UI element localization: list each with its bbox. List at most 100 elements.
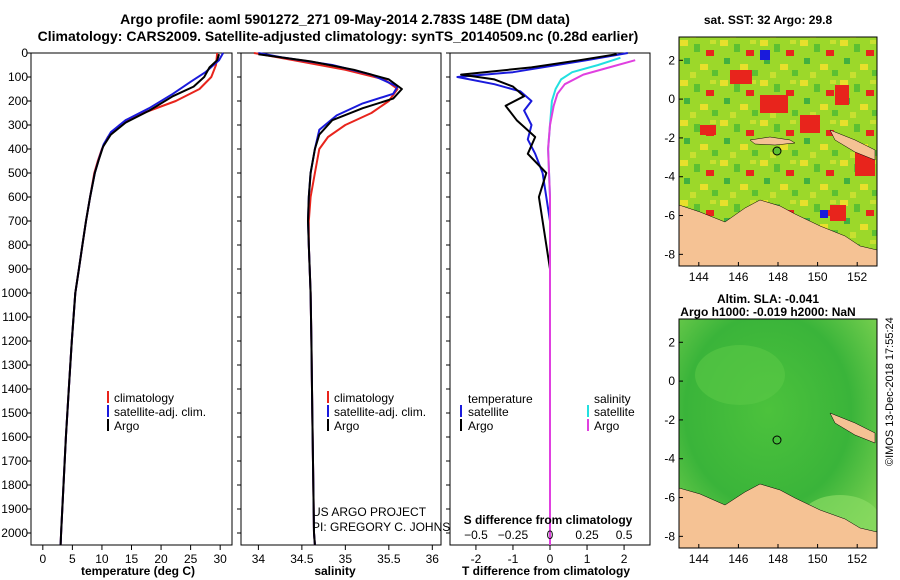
map-lat-tick-label: -4 — [664, 170, 675, 184]
x-tick-label: 35 — [339, 552, 353, 566]
s-diff-tick-label: 0.5 — [616, 528, 633, 542]
map-lat-tick-label: -8 — [664, 529, 675, 543]
map-lat-tick-label: -8 — [664, 247, 675, 261]
map-lon-tick-label: 152 — [847, 270, 867, 284]
x-tick-label: 34.5 — [290, 552, 314, 566]
sst-map-title: sat. SST: 32 Argo: 29.8 — [704, 13, 833, 27]
x-tick-label: 10 — [95, 552, 109, 566]
s-diff-tick-label: 0 — [547, 528, 554, 542]
depth-tick-label: 1600 — [1, 430, 28, 444]
map-lat-tick-label: -6 — [664, 491, 675, 505]
map-lat-tick-label: 0 — [668, 92, 675, 106]
legend-t-argo-label: Argo — [468, 419, 494, 433]
map-lon-tick-label: 144 — [689, 552, 709, 566]
temperature-series — [59, 52, 224, 546]
credit-project: US ARGO PROJECT — [312, 505, 427, 519]
x-tick-label: 35.5 — [377, 552, 401, 566]
x-tick-label: 0 — [39, 552, 46, 566]
series-line-t-argo — [460, 53, 617, 545]
legend-satellite-label: satellite-adj. clim. — [114, 405, 206, 419]
depth-tick-label: 2000 — [1, 526, 28, 540]
depth-tick-label: 200 — [8, 94, 28, 108]
credit-imos: ©IMOS 13-Dec-2018 17:55:24 — [884, 317, 896, 466]
map-lon-tick-label: 150 — [808, 552, 828, 566]
difference-series — [456, 52, 636, 545]
legend-argo-label: Argo — [114, 419, 140, 433]
temperature-legend: climatology satellite-adj. clim. Argo — [107, 391, 206, 433]
legend-t-satellite-label: satellite — [468, 405, 509, 419]
sla-argo-marker — [772, 435, 782, 445]
x-tick-label: 34 — [252, 552, 266, 566]
temperature-axis-label: temperature (deg C) — [81, 564, 195, 578]
x-tick-label: 36 — [426, 552, 440, 566]
map-lat-tick-label: -6 — [664, 209, 675, 223]
legend-climatology-label: climatology — [334, 391, 394, 405]
depth-tick-label: 100 — [8, 70, 28, 84]
salinity-series — [253, 52, 403, 546]
sst-land-new-ireland — [829, 129, 876, 161]
map-lon-tick-label: 148 — [768, 270, 788, 284]
s-diff-tick-label: −0.5 — [464, 528, 488, 542]
depth-tick-label: 1800 — [1, 478, 28, 492]
x-tick-label: 5 — [69, 552, 76, 566]
map-lon-tick-label: 148 — [768, 552, 788, 566]
sla-map: Altim. SLA: -0.041 Argo h1000: -0.019 h2… — [664, 292, 878, 566]
depth-axis: 0 100 200 300 400 500 600 700 800 900 1000 1100 1200… — [1, 46, 450, 540]
t-difference-axis-label: T difference from climatology — [462, 564, 630, 578]
depth-tick-label: 1400 — [1, 382, 28, 396]
map-lon-tick-label: 150 — [808, 270, 828, 284]
sst-map: sat. SST: 32 Argo: 29.8 144 146 148 150 152 2… — [664, 13, 878, 284]
depth-tick-label: 1900 — [1, 502, 28, 516]
map-lat-tick-label: -2 — [664, 131, 675, 145]
x-tick-label: 2 — [621, 552, 628, 566]
map-lon-tick-label: 152 — [847, 552, 867, 566]
depth-tick-label: 1300 — [1, 358, 28, 372]
x-tick-label: 20 — [154, 552, 168, 566]
series-line-s-argo — [547, 59, 636, 545]
map-lat-tick-label: 2 — [668, 53, 675, 67]
depth-tick-label: 1200 — [1, 334, 28, 348]
sst-map-axes: 144 146 148 150 152 2 0 -2 -4 -6 -8 — [664, 53, 867, 284]
s-diff-tick-label: −0.25 — [498, 528, 529, 542]
map-lon-tick-label: 146 — [728, 270, 748, 284]
sst-land-new-guinea — [679, 199, 877, 266]
s-difference-axis-label: S difference from climatology — [464, 513, 633, 527]
map-lon-tick-label: 144 — [689, 270, 709, 284]
x-tick-label: 15 — [125, 552, 139, 566]
sla-land-new-guinea — [679, 483, 877, 548]
sst-argo-marker — [772, 146, 782, 156]
map-lat-tick-label: 2 — [668, 335, 675, 349]
legend-argo-label: Argo — [334, 419, 360, 433]
difference-x-axis: -2 -1 0 1 2 — [471, 545, 628, 566]
sla-map-title-line1: Altim. SLA: -0.041 — [717, 292, 819, 306]
credit-pi: PI: GREGORY C. JOHNSON — [312, 520, 468, 534]
x-tick-label: 25 — [184, 552, 198, 566]
x-tick-label: -2 — [471, 552, 482, 566]
depth-tick-label: 400 — [8, 142, 28, 156]
depth-tick-label: 800 — [8, 238, 28, 252]
s-difference-top-axis: −0.5 −0.25 0 0.25 0.5 — [464, 528, 633, 542]
depth-tick-label: 500 — [8, 166, 28, 180]
map-lat-tick-label: -2 — [664, 413, 675, 427]
temperature-x-axis: 0 5 10 15 20 25 30 — [39, 545, 227, 566]
series-line-argo — [59, 53, 220, 546]
depth-tick-label: 1000 — [1, 286, 28, 300]
series-line-argo — [258, 53, 403, 546]
depth-tick-label: 1500 — [1, 406, 28, 420]
s-diff-tick-label: 0.25 — [575, 528, 599, 542]
difference-panel: temperature satellite Argo salinity sate… — [449, 52, 651, 546]
map-lat-tick-label: -4 — [664, 452, 675, 466]
difference-legend: temperature satellite Argo salinity sate… — [460, 392, 635, 433]
salinity-axis-label: salinity — [314, 564, 356, 578]
series-line-t-satellite — [456, 52, 628, 545]
legend-s-satellite-label: satellite — [594, 405, 635, 419]
depth-tick-label: 600 — [8, 190, 28, 204]
legend-temperature-heading: temperature — [468, 392, 533, 406]
x-tick-label: 30 — [213, 552, 227, 566]
map-lat-tick-label: 0 — [668, 374, 675, 388]
sla-map-axes: 144 146 148 150 152 2 0 -2 -4 -6 -8 — [664, 335, 867, 566]
depth-tick-label: 1700 — [1, 454, 28, 468]
salinity-x-axis: 34 34.5 35 35.5 36 — [252, 545, 440, 566]
map-lon-tick-label: 146 — [728, 552, 748, 566]
